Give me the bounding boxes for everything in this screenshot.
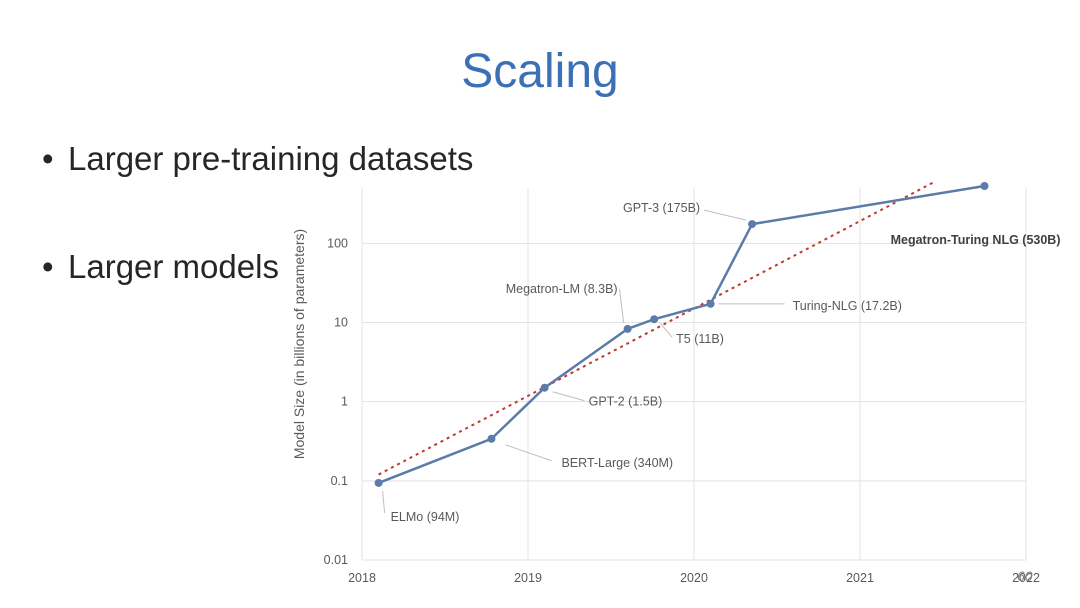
x-tick-label: 2020 [680, 571, 708, 585]
model-size-line [378, 184, 985, 485]
data-point [487, 434, 496, 443]
y-tick-label: 1 [341, 395, 348, 409]
x-tick-label: 2018 [348, 571, 376, 585]
data-label: Turing-NLG (17.2B) [793, 299, 902, 313]
y-tick-label: 100 [327, 236, 348, 250]
data-label: BERT-Large (340M) [561, 456, 673, 470]
annotation-leader [703, 209, 747, 221]
annotation-leader [505, 444, 552, 462]
x-tick-label: 2022 [1012, 571, 1040, 585]
data-point [623, 324, 632, 333]
y-axis-label: Model Size (in billions of parameters) [291, 229, 307, 459]
data-label: ELMo (94M) [391, 510, 460, 524]
data-label: GPT-3 (175B) [623, 201, 700, 215]
data-label: GPT-2 (1.5B) [589, 395, 663, 409]
bullet-dot: • [42, 248, 54, 285]
y-tick-label: 0.01 [324, 553, 348, 567]
data-point [540, 383, 549, 392]
data-point [706, 299, 715, 308]
data-point [650, 315, 659, 324]
bullet-datasets: • Larger pre-training datasets [42, 140, 473, 178]
data-point [980, 181, 989, 190]
annotation-leader [659, 322, 673, 338]
data-label: T5 (11B) [676, 332, 724, 346]
bullet-text: Larger pre-training datasets [68, 140, 474, 177]
data-label: Megatron-Turing NLG (530B) [891, 233, 1061, 247]
bullet-dot: • [42, 140, 54, 177]
annotation-leader [619, 288, 625, 323]
data-point [748, 220, 757, 229]
x-tick-label: 2019 [514, 571, 542, 585]
data-label: Megatron-LM (8.3B) [506, 282, 618, 296]
annotation-leader [552, 391, 585, 402]
data-point [374, 478, 383, 487]
page-number: 60 [1017, 568, 1033, 584]
x-tick-label: 2021 [846, 571, 874, 585]
y-tick-label: 10 [334, 316, 348, 330]
trend-line [378, 180, 936, 476]
slide-title: Scaling [461, 45, 619, 98]
annotation-leader [382, 490, 386, 514]
bullet-models: • Larger models [42, 248, 279, 286]
bullet-text: Larger models [68, 248, 279, 285]
y-tick-label: 0.1 [331, 474, 348, 488]
